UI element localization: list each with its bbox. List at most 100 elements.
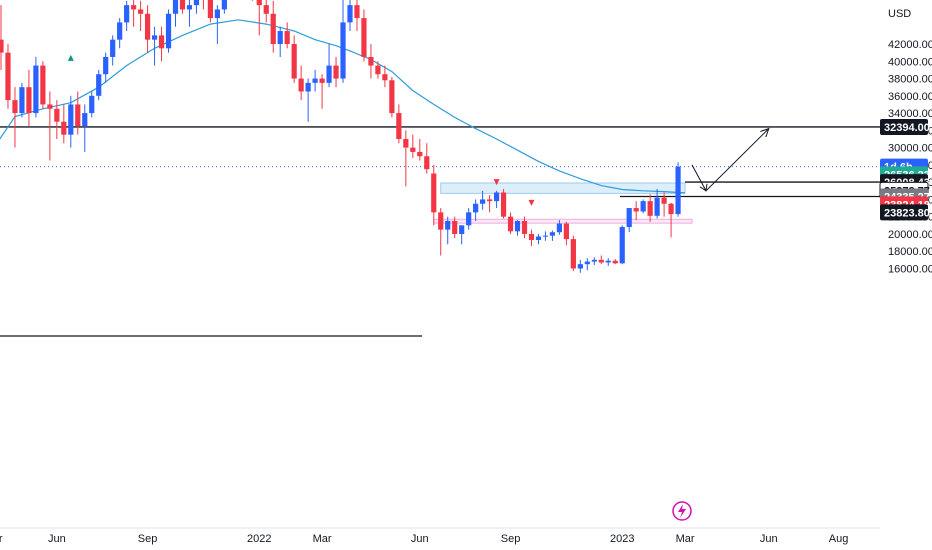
candle[interactable]	[354, 0, 360, 32]
candle[interactable]	[626, 208, 632, 233]
candle[interactable]	[201, 0, 206, 10]
candle[interactable]	[186, 0, 193, 27]
candle[interactable]	[661, 192, 667, 217]
candle[interactable]	[207, 0, 213, 23]
candle[interactable]	[668, 202, 674, 238]
candle[interactable]	[605, 258, 611, 266]
candle[interactable]	[368, 44, 374, 79]
candle[interactable]	[410, 134, 416, 158]
candle[interactable]	[549, 230, 556, 241]
candle[interactable]	[103, 52, 109, 83]
candle[interactable]	[270, 0, 276, 53]
candle[interactable]	[535, 233, 542, 245]
candle[interactable]	[424, 143, 430, 174]
candle[interactable]	[333, 56, 339, 88]
candle[interactable]	[33, 56, 39, 118]
candle[interactable]	[138, 0, 144, 32]
candle[interactable]	[277, 26, 283, 57]
candle[interactable]	[319, 74, 325, 109]
candle[interactable]	[521, 216, 528, 239]
candle[interactable]	[570, 235, 576, 272]
candle[interactable]	[179, 0, 186, 14]
candle[interactable]	[473, 199, 479, 221]
candle[interactable]	[96, 69, 102, 101]
candle[interactable]	[117, 18, 123, 49]
candle[interactable]	[382, 65, 388, 88]
candle[interactable]	[480, 190, 486, 210]
candle[interactable]	[193, 0, 200, 14]
candle[interactable]	[500, 189, 507, 219]
candle[interactable]	[47, 91, 53, 161]
x-tick-label: 2022	[247, 533, 271, 545]
x-tick-label: Jun	[760, 533, 778, 545]
candle-body	[619, 227, 625, 264]
candle[interactable]	[459, 225, 465, 245]
candle[interactable]	[151, 26, 158, 66]
candle[interactable]	[598, 255, 604, 265]
candle[interactable]	[584, 258, 590, 271]
candle[interactable]	[40, 61, 46, 109]
candle[interactable]	[68, 95, 74, 148]
candle[interactable]	[466, 208, 472, 230]
candle[interactable]	[305, 78, 311, 122]
candle[interactable]	[361, 9, 367, 62]
candle[interactable]	[612, 258, 618, 265]
candle[interactable]	[312, 69, 318, 92]
candle[interactable]	[284, 22, 290, 49]
candle[interactable]	[291, 35, 297, 83]
candle[interactable]	[563, 221, 569, 246]
candle[interactable]	[5, 44, 11, 109]
candle[interactable]	[487, 195, 493, 213]
candle[interactable]	[214, 5, 220, 44]
candle[interactable]	[131, 0, 137, 27]
candle[interactable]	[172, 0, 179, 27]
candle[interactable]	[110, 35, 116, 66]
candle[interactable]	[452, 216, 458, 239]
candle[interactable]	[438, 208, 444, 256]
candle[interactable]	[514, 220, 521, 236]
candle[interactable]	[124, 0, 130, 32]
candle[interactable]	[340, 0, 346, 83]
candle[interactable]	[556, 220, 562, 235]
candle[interactable]	[158, 26, 165, 62]
candle[interactable]	[577, 259, 583, 273]
candle[interactable]	[61, 104, 67, 144]
candle[interactable]	[89, 91, 95, 118]
candle[interactable]	[619, 225, 625, 265]
lightning-icon[interactable]	[672, 501, 692, 521]
candle[interactable]	[144, 5, 151, 53]
candle[interactable]	[654, 189, 660, 219]
candle[interactable]	[493, 190, 500, 209]
candle[interactable]	[19, 82, 25, 118]
candle[interactable]	[389, 76, 395, 118]
candle[interactable]	[82, 104, 88, 152]
candle[interactable]	[263, 0, 269, 23]
candle[interactable]	[647, 194, 653, 222]
candle[interactable]	[256, 0, 262, 36]
candle[interactable]	[675, 162, 681, 217]
candle[interactable]	[347, 0, 353, 32]
candle[interactable]	[417, 138, 423, 161]
candle[interactable]	[633, 201, 639, 221]
candle[interactable]	[221, 0, 227, 14]
candle[interactable]	[640, 199, 646, 214]
candle[interactable]	[26, 69, 32, 127]
candle[interactable]	[507, 212, 514, 234]
candle[interactable]	[528, 229, 535, 247]
candle[interactable]	[12, 87, 18, 148]
candle[interactable]	[54, 100, 60, 139]
candle[interactable]	[542, 231, 549, 241]
candle[interactable]	[375, 61, 381, 79]
candle[interactable]	[298, 65, 304, 101]
candle[interactable]	[431, 164, 437, 226]
candle[interactable]	[591, 257, 597, 266]
candle[interactable]	[165, 9, 172, 53]
candle[interactable]	[75, 91, 81, 135]
candle[interactable]	[403, 130, 409, 187]
candle[interactable]	[445, 216, 451, 245]
candle[interactable]	[396, 104, 402, 144]
candle[interactable]	[326, 44, 332, 88]
candle[interactable]	[0, 5, 4, 70]
